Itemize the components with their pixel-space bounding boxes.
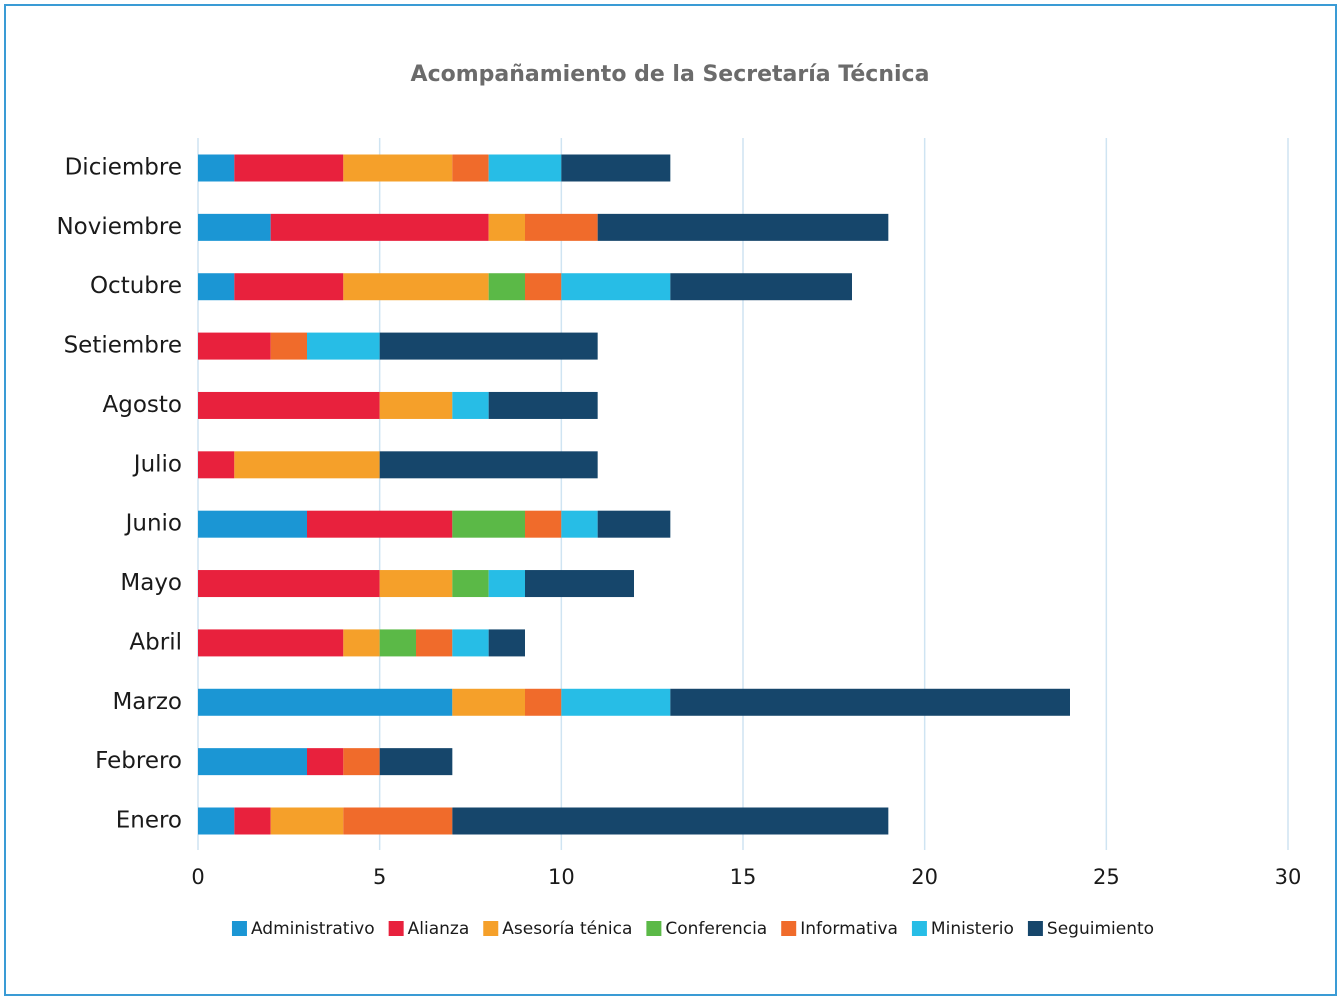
- bar-segment: [525, 688, 562, 716]
- bar-segment: [198, 570, 380, 598]
- legend-label: Seguimiento: [1047, 919, 1154, 939]
- y-tick-label: Setiembre: [64, 333, 182, 359]
- x-tick-label: 20: [911, 865, 938, 889]
- bar-segment: [561, 154, 671, 182]
- legend-swatch: [483, 921, 499, 936]
- bar-segment: [597, 213, 889, 241]
- bar-segment: [670, 688, 1070, 716]
- y-tick-label: Enero: [116, 808, 182, 834]
- x-tick-label: 30: [1275, 865, 1302, 889]
- bar-segment: [488, 213, 525, 241]
- y-tick-label: Mayo: [120, 570, 182, 596]
- bar-segment: [379, 332, 598, 360]
- x-tick-label: 15: [730, 865, 757, 889]
- legend-label: Informativa: [800, 919, 898, 939]
- bar-segment: [307, 510, 453, 538]
- y-tick-label: Febrero: [95, 748, 182, 774]
- x-tick-label: 0: [191, 865, 204, 889]
- bar-segment: [597, 510, 671, 538]
- legend-label: Administrativo: [251, 919, 375, 939]
- bar-segment: [488, 570, 525, 598]
- y-tick-label: Octubre: [90, 273, 182, 299]
- bar-segment: [452, 629, 489, 657]
- bar-segment: [234, 154, 344, 182]
- legend-swatch: [646, 921, 662, 936]
- legend-label: Conferencia: [665, 919, 767, 939]
- bar-segment: [561, 510, 598, 538]
- legend-label: Alianza: [408, 919, 470, 939]
- y-tick-label: Julio: [132, 451, 182, 477]
- y-tick-label: Agosto: [103, 392, 182, 418]
- x-tick-label: 10: [548, 865, 575, 889]
- bar-segment: [198, 748, 307, 776]
- legend-label: Ministerio: [931, 919, 1014, 939]
- bar-segment: [343, 807, 453, 835]
- bar-segment: [198, 154, 235, 182]
- bar-segment: [452, 154, 489, 182]
- bar-segment: [525, 510, 562, 538]
- legend: Administrativo Alianza Asesoría ténica Conf…: [231, 919, 1154, 939]
- bar-segment: [234, 451, 380, 479]
- bar-segment: [452, 391, 489, 419]
- bar-segment: [270, 213, 489, 241]
- y-tick-label: Diciembre: [65, 155, 182, 181]
- bar-segment: [525, 273, 562, 301]
- bar-segment: [379, 451, 598, 479]
- bar-segment: [670, 273, 852, 301]
- bar-segment: [343, 629, 380, 657]
- chart-border: [4, 4, 1337, 996]
- bar-segment: [198, 688, 453, 716]
- bar-segment: [198, 807, 235, 835]
- bar-segment: [488, 154, 562, 182]
- bar-segment: [525, 570, 634, 598]
- bar-segment: [198, 451, 235, 479]
- bar-segment: [379, 391, 453, 419]
- y-tick-label: Noviembre: [56, 214, 182, 240]
- bar-segment: [198, 332, 271, 360]
- x-tick-label: 5: [373, 865, 386, 889]
- y-tick-label: Junio: [124, 511, 182, 537]
- legend-swatch: [231, 921, 247, 936]
- bar-segment: [343, 154, 453, 182]
- bar-segment: [488, 629, 525, 657]
- bar-segment: [379, 570, 453, 598]
- bar-segment: [525, 213, 598, 241]
- bar-segment: [452, 510, 525, 538]
- bar-segment: [416, 629, 453, 657]
- bar-segment: [561, 273, 671, 301]
- y-tick-label: Marzo: [112, 689, 182, 715]
- bar-segment: [452, 570, 489, 598]
- bar-segment: [488, 391, 598, 419]
- chart-title: Acompañamiento de la Secretaría Técnica: [411, 62, 930, 87]
- bar-segment: [561, 688, 671, 716]
- bar-segment: [379, 748, 453, 776]
- bar-segment: [270, 807, 344, 835]
- bar-segment: [343, 748, 380, 776]
- x-tick-label: 25: [1093, 865, 1120, 889]
- legend-label: Asesoría ténica: [502, 919, 632, 939]
- bar-segment: [198, 391, 380, 419]
- bar-segment: [307, 332, 380, 360]
- bar-segment: [343, 273, 489, 301]
- bar-segment: [234, 273, 344, 301]
- bar-segment: [234, 807, 271, 835]
- bar-segment: [379, 629, 416, 657]
- bar-segment: [198, 213, 271, 241]
- legend-swatch: [388, 921, 404, 936]
- legend-swatch: [781, 921, 797, 936]
- legend-swatch: [1027, 921, 1043, 936]
- bar-segment: [452, 807, 889, 835]
- bar-segment: [198, 273, 235, 301]
- bar-segment: [198, 510, 307, 538]
- y-tick-label: Abril: [129, 629, 182, 655]
- bar-segment: [488, 273, 525, 301]
- legend-swatch: [911, 921, 927, 936]
- bar-segment: [198, 629, 344, 657]
- bar-segment: [452, 688, 525, 716]
- bar-segment: [270, 332, 307, 360]
- bar-segment: [307, 748, 344, 776]
